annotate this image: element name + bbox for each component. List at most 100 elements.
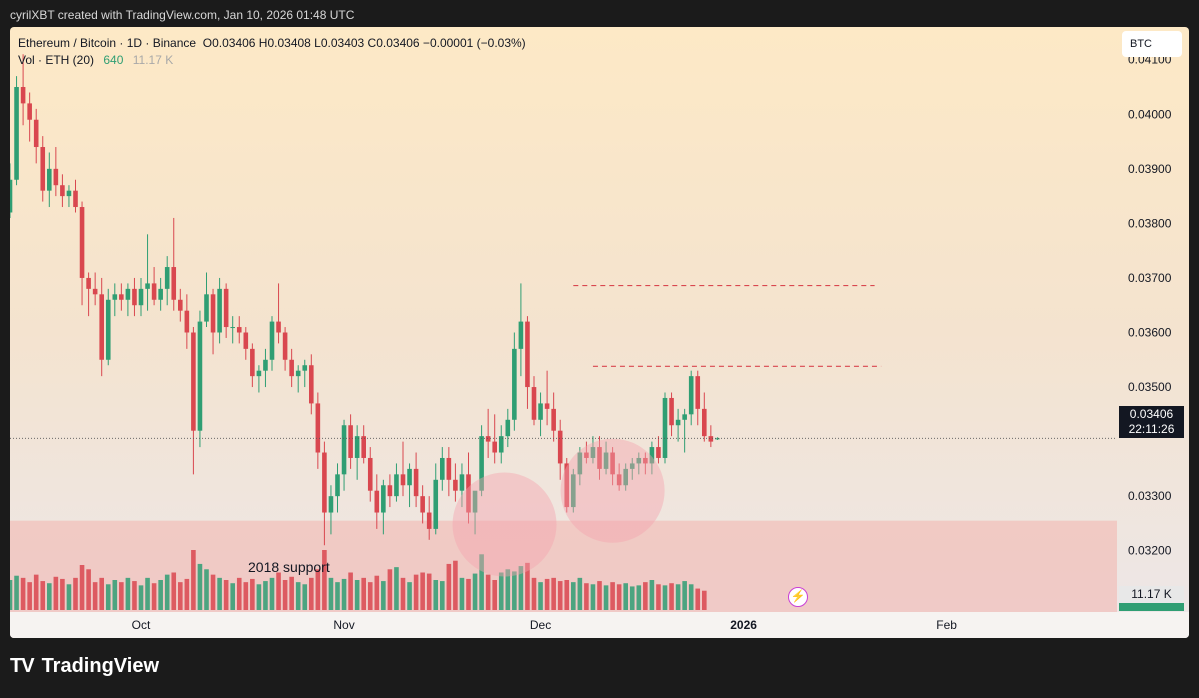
volume-bar [472,573,478,610]
candle-body [367,457,373,491]
y-tick-label: 0.03800 [1128,216,1172,230]
candle [472,490,478,535]
candle-body [492,441,497,453]
ohlc-values: O0.03406 H0.03408 L0.03403 C0.03406 −0.0… [202,36,526,50]
y-tick-label: 0.03700 [1128,271,1172,285]
candle [60,174,65,208]
candle-body [335,474,340,497]
candle [512,332,517,431]
volume-bar [184,578,190,610]
candle [367,447,373,502]
candle [688,370,694,426]
candle-body [210,294,216,333]
candle-body [518,321,524,349]
candle-body [53,168,59,186]
volume-bar [479,554,484,610]
y-tick-label: 0.03500 [1128,380,1172,394]
candle-body [498,436,504,453]
candle [433,463,439,535]
volume-bar [236,577,242,610]
volume-bar [223,580,229,610]
candle [263,348,268,388]
candle-body [138,288,144,306]
x-tick-label: Feb [936,618,957,632]
candle [315,392,321,469]
price-chart[interactable]: 2018 support 0.041000.040000.039000.0380… [10,27,1189,638]
candle [584,441,589,464]
candle-body [276,321,281,333]
tradingview-logo-icon: TV [10,655,35,677]
candle [557,419,563,480]
candle-body [584,452,589,458]
candle-body [191,332,196,431]
volume-bar [387,569,393,610]
candle [675,408,681,442]
candle [99,277,104,377]
candle-body [197,321,203,431]
volume-bar [92,582,98,610]
legend-row-volume: Vol · ETH (20) 640 11.17 K [18,52,526,69]
candle-body [33,119,39,148]
candle [40,136,46,202]
candle [119,283,124,311]
volume-bar [649,580,655,610]
candle [217,277,222,344]
candle-body [636,457,642,464]
volume-bar [610,582,615,610]
candle-body [551,408,556,431]
candle-body [10,179,13,213]
lightning-icon[interactable]: ⚡ [788,587,808,607]
candle [73,179,78,213]
volume-bar [643,582,648,610]
candle [27,92,32,142]
candle [479,425,484,497]
candle-body [577,452,583,475]
candle [184,294,190,349]
x-tick-label: Nov [333,618,354,632]
candle-body [512,348,517,420]
candle [538,392,543,437]
candle [374,474,380,529]
watermark-header: cyrilXBT created with TradingView.com, J… [10,8,355,22]
candle [295,365,301,393]
candle [426,496,432,540]
volume-bar [341,578,347,610]
highlight-circle [560,438,665,543]
candle-body [610,452,615,475]
volume-bar [10,580,13,610]
candle-body [597,447,602,469]
candle-body [309,365,314,404]
candle [223,283,229,338]
candle [662,392,668,464]
symbol-title[interactable]: Ethereum / Bitcoin · 1D · Binance [18,36,197,50]
volume-bar [675,584,681,610]
candle-body [27,103,32,120]
candle [708,425,714,448]
candle-body [623,468,628,486]
candle [171,217,177,311]
volume-bar [512,571,517,610]
candle-body [125,288,131,300]
candle-body [243,332,249,349]
candle-body [400,474,406,486]
volume-indicator-label[interactable]: Vol · ETH (20) [18,53,95,67]
candle [629,457,635,480]
candle [204,272,209,328]
volume-bar [354,580,360,610]
candle [243,327,249,360]
volume-bar [33,574,39,610]
candle [682,408,687,453]
candle [53,147,59,197]
candle-body [564,463,570,508]
candle [649,441,655,475]
volume-bar [485,574,491,610]
candle [66,185,72,208]
chart-legend: Ethereum / Bitcoin · 1D · Binance O0.034… [18,35,526,69]
candle [289,348,294,388]
volume-bar [60,578,65,610]
volume-bar [361,577,366,610]
candle-body [204,294,209,322]
currency-button[interactable]: BTC [1122,31,1182,57]
volume-bar [145,577,150,610]
chart-panel[interactable]: 2018 support 0.04100 0.04000 0.03900 0.0380… [10,27,1189,638]
